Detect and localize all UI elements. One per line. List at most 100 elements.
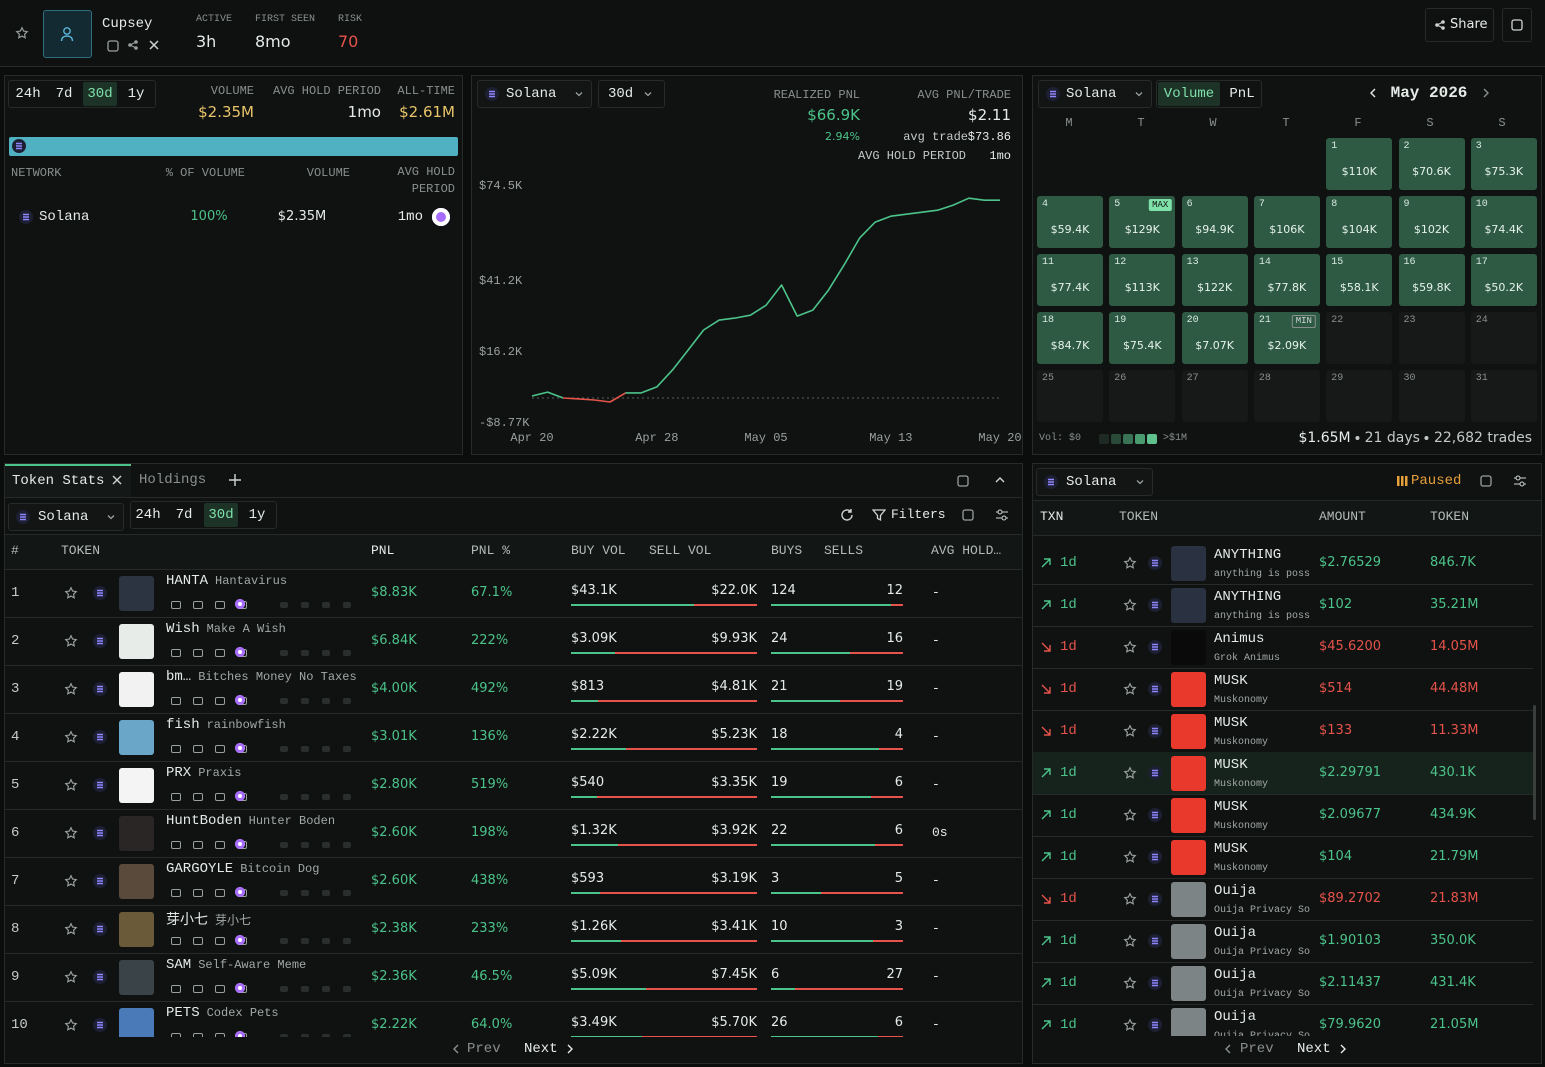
token-action[interactable]: [215, 649, 225, 657]
settings-icon[interactable]: [1513, 474, 1527, 488]
next-button[interactable]: Next: [1297, 1041, 1331, 1057]
copy-icon[interactable]: [106, 39, 120, 53]
favorite-star[interactable]: [64, 730, 78, 744]
token-symbol[interactable]: fish: [166, 717, 200, 733]
columns-icon[interactable]: [1479, 474, 1493, 488]
timeframe-button[interactable]: 1y: [127, 86, 145, 102]
columns-icon[interactable]: [961, 508, 975, 522]
collapse-icon[interactable]: [994, 476, 1006, 484]
token-action[interactable]: [193, 889, 203, 897]
metric-tab[interactable]: Volume: [1163, 86, 1215, 102]
token-action[interactable]: [235, 935, 245, 945]
favorite-star[interactable]: [64, 826, 78, 840]
column-header[interactable]: SELLS: [824, 543, 864, 558]
share-icon[interactable]: [127, 39, 139, 51]
favorite-star[interactable]: [15, 26, 29, 40]
period-dropdown[interactable]: [598, 80, 665, 108]
token-action[interactable]: [193, 649, 203, 657]
token-symbol[interactable]: Animus: [1214, 631, 1265, 647]
token-action[interactable]: [193, 601, 203, 609]
token-action[interactable]: [193, 985, 203, 993]
favorite-star[interactable]: [64, 874, 78, 888]
token-symbol[interactable]: HuntBoden: [166, 813, 242, 829]
token-symbol[interactable]: Wish: [166, 621, 200, 637]
favorite-star[interactable]: [64, 922, 78, 936]
prev-button[interactable]: Prev: [467, 1041, 501, 1057]
token-action[interactable]: [171, 985, 181, 993]
token-symbol[interactable]: PRX: [166, 765, 192, 781]
column-header[interactable]: BUY VOL: [571, 543, 626, 558]
token-action[interactable]: [235, 647, 245, 657]
token-symbol[interactable]: MUSK: [1214, 673, 1248, 689]
token-symbol[interactable]: SAM: [166, 957, 192, 973]
token-symbol[interactable]: MUSK: [1214, 841, 1248, 857]
favorite-star[interactable]: [64, 1018, 78, 1032]
token-action[interactable]: [235, 983, 245, 993]
token-symbol[interactable]: MUSK: [1214, 757, 1248, 773]
token-action[interactable]: [215, 841, 225, 849]
timeframe-button[interactable]: 24h: [15, 86, 41, 102]
token-action[interactable]: [193, 697, 203, 705]
token-action[interactable]: [193, 937, 203, 945]
token-action[interactable]: [215, 985, 225, 993]
token-action[interactable]: [235, 599, 245, 609]
favorite-star[interactable]: [64, 586, 78, 600]
timeframe-button[interactable]: 7d: [55, 86, 73, 102]
favorite-star[interactable]: [1123, 724, 1137, 738]
filters-button[interactable]: Filters: [891, 507, 946, 522]
token-action[interactable]: [235, 743, 245, 753]
token-symbol[interactable]: Ouija: [1214, 883, 1257, 899]
timeframe-button[interactable]: 30d: [208, 507, 234, 523]
token-symbol[interactable]: Ouija: [1214, 1009, 1257, 1025]
next-month[interactable]: [1482, 87, 1490, 99]
settings-icon[interactable]: [995, 508, 1009, 522]
favorite-star[interactable]: [1123, 976, 1137, 990]
favorite-star[interactable]: [64, 778, 78, 792]
token-symbol[interactable]: bm…: [166, 669, 192, 685]
prev-button[interactable]: Prev: [1240, 1041, 1274, 1057]
token-action[interactable]: [193, 841, 203, 849]
tab-label[interactable]: Holdings: [139, 472, 207, 488]
filter-icon[interactable]: [871, 508, 887, 522]
favorite-star[interactable]: [1123, 556, 1137, 570]
token-symbol[interactable]: HANTA: [166, 573, 209, 589]
token-action[interactable]: [235, 839, 245, 849]
favorite-star[interactable]: [1123, 1018, 1137, 1032]
token-symbol[interactable]: MUSK: [1214, 799, 1248, 815]
token-symbol[interactable]: Ouija: [1214, 967, 1257, 983]
token-action[interactable]: [215, 793, 225, 801]
column-header[interactable]: PNL: [371, 543, 395, 558]
prev-icon[interactable]: [452, 1043, 460, 1055]
token-symbol[interactable]: PETS: [166, 1005, 200, 1021]
timeframe-button[interactable]: 30d: [87, 86, 113, 102]
window-icon[interactable]: [956, 474, 970, 488]
token-action[interactable]: [193, 745, 203, 753]
token-action[interactable]: [171, 937, 181, 945]
layout-button[interactable]: [1502, 8, 1532, 42]
share-button[interactable]: [1425, 8, 1494, 42]
timeframe-button[interactable]: 24h: [135, 507, 161, 523]
token-symbol[interactable]: ANYTHING: [1214, 589, 1282, 605]
favorite-star[interactable]: [1123, 682, 1137, 696]
token-action[interactable]: [171, 745, 181, 753]
favorite-star[interactable]: [1123, 808, 1137, 822]
favorite-star[interactable]: [1123, 766, 1137, 780]
token-symbol[interactable]: 芽小七: [166, 913, 208, 929]
token-action[interactable]: [215, 745, 225, 753]
column-header[interactable]: SELL VOL: [649, 543, 712, 558]
favorite-star[interactable]: [64, 634, 78, 648]
token-action[interactable]: [235, 791, 245, 801]
token-action[interactable]: [235, 1031, 245, 1041]
x-icon[interactable]: [148, 39, 160, 51]
favorite-star[interactable]: [64, 682, 78, 696]
timeframe-button[interactable]: 7d: [175, 507, 193, 523]
token-action[interactable]: [171, 697, 181, 705]
token-action[interactable]: [193, 793, 203, 801]
active-tab[interactable]: [5, 464, 131, 497]
refresh-icon[interactable]: [840, 508, 854, 522]
token-symbol[interactable]: Ouija: [1214, 925, 1257, 941]
column-header[interactable]: BUYS: [771, 543, 803, 558]
column-header[interactable]: AVG HOLD…: [931, 543, 1002, 558]
close-tab[interactable]: [112, 475, 122, 485]
token-action[interactable]: [215, 601, 225, 609]
